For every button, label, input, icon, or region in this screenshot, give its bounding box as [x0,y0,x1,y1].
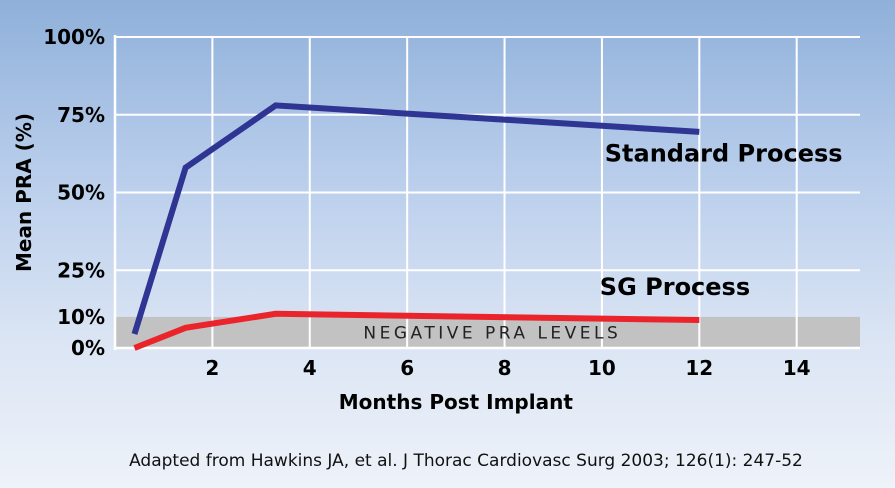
series-label-standard-process: Standard Process [605,139,843,167]
y-tick-label: 75% [57,103,105,127]
series-line-standard-process [131,102,700,335]
x-tick-label: 12 [685,356,713,380]
x-tick-label: 10 [588,356,616,380]
y-tick-label: 0% [71,336,105,360]
series-line-sg-process [133,310,700,351]
x-tick-label: 6 [400,356,414,380]
series-label-sg-process: SG Process [600,273,750,301]
y-axis-title: Mean PRA (%) [12,113,36,272]
y-tick-label: 50% [57,181,105,205]
band-label: NEGATIVE PRA LEVELS [363,323,621,343]
x-tick-label: 8 [498,356,512,380]
x-axis-title: Months Post Implant [339,390,574,414]
x-tick-label: 4 [303,356,317,380]
y-tick-label: 25% [57,258,105,282]
y-tick-label: 100% [43,25,105,49]
x-tick-label: 2 [205,356,219,380]
y-tick-label: 10% [57,305,105,329]
x-tick-label: 14 [783,356,811,380]
source-note: Adapted from Hawkins JA, et al. J Thorac… [129,451,803,471]
